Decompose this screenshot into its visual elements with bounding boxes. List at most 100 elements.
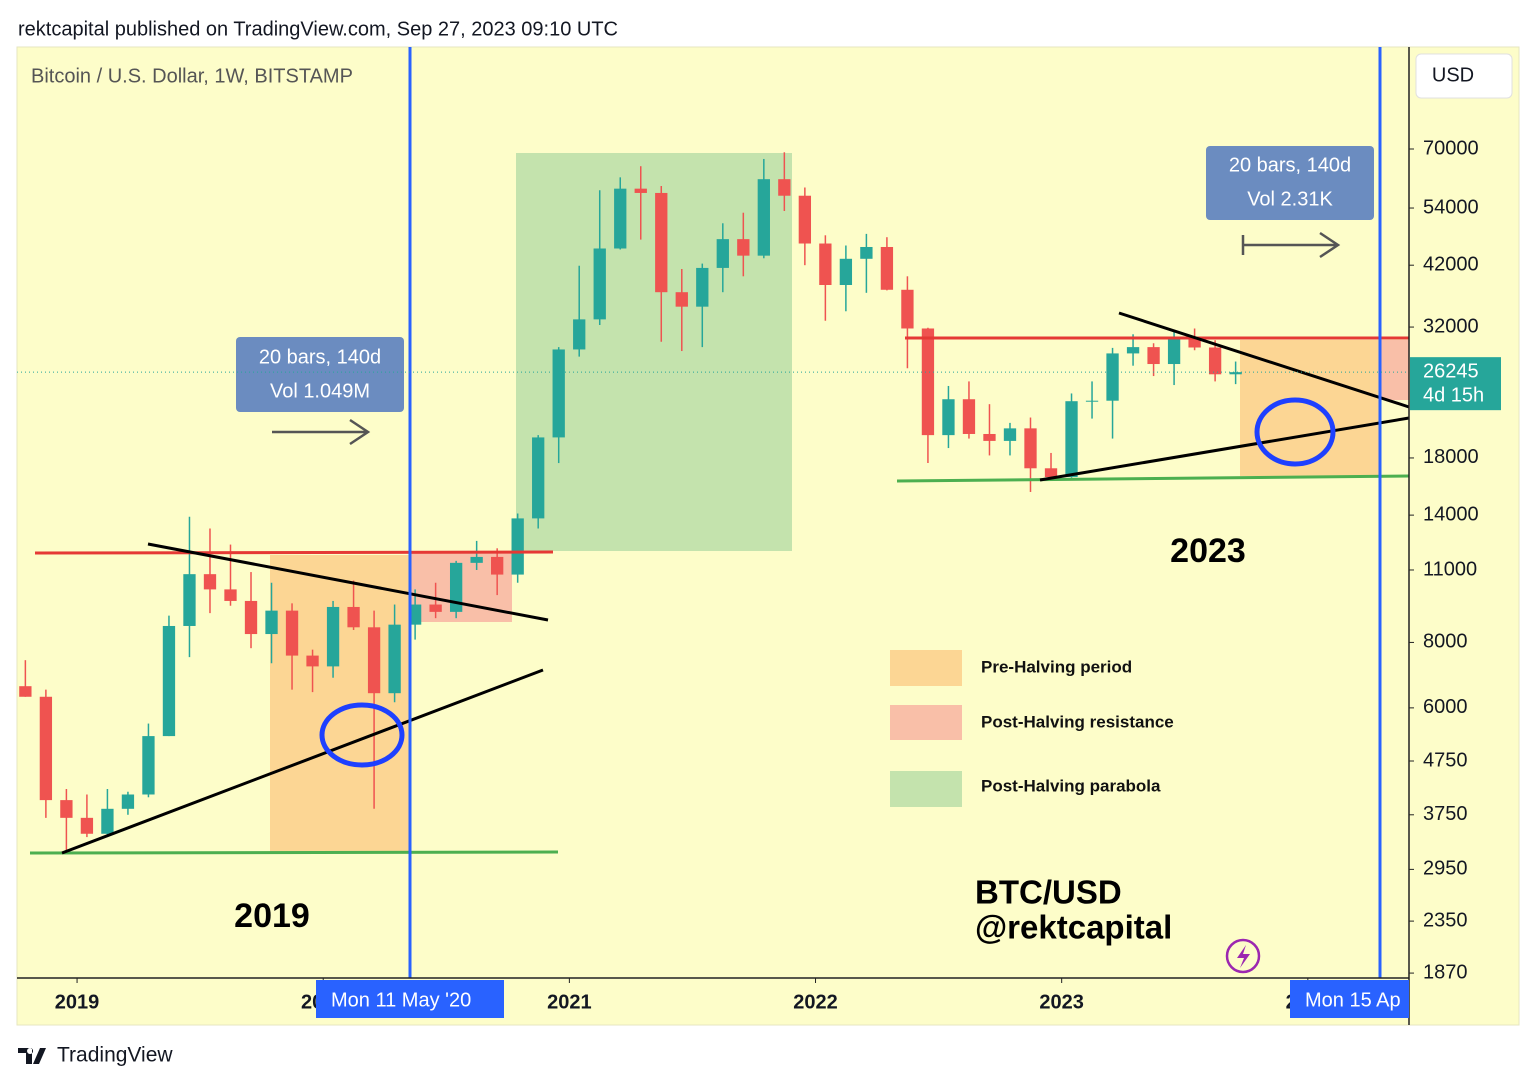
axes: 1870 2350 2950 3750 4750 6000 8000 11000 14000 18…	[17, 137, 1501, 1018]
arrow	[272, 418, 371, 446]
candle-body	[1208, 347, 1222, 375]
y-tick-label: 2950	[1423, 858, 1468, 880]
y-tick-label: 3750	[1423, 803, 1468, 825]
candle-body	[183, 574, 196, 626]
candle-body	[449, 562, 463, 612]
candle-body	[367, 627, 381, 694]
candle-body	[839, 258, 853, 285]
trend-line	[1118, 311, 1410, 409]
x-tick-label: 2021	[547, 991, 592, 1013]
y-tick-label: 14000	[1423, 503, 1479, 525]
candle-body	[60, 800, 73, 818]
candle-body	[1085, 400, 1099, 402]
measure-bars: 20 bars, 140d	[1229, 154, 1351, 176]
candle-body	[1065, 401, 1078, 478]
candle-body	[285, 610, 299, 656]
crosshair-badge	[316, 980, 504, 1018]
y-tick-label: 54000	[1423, 196, 1479, 218]
logo	[18, 1048, 46, 1064]
candle-body	[347, 606, 360, 628]
measure-box	[1206, 146, 1374, 220]
y-tick-label: 32000	[1423, 315, 1479, 337]
candle-body	[1024, 428, 1037, 469]
candle-body	[901, 289, 914, 329]
candle-body	[880, 246, 894, 290]
circle	[319, 702, 405, 768]
header: rektcapital published on TradingView.com…	[18, 18, 618, 40]
candle-body	[552, 349, 565, 438]
candle-body	[121, 794, 135, 809]
trend-line	[147, 542, 549, 622]
alert-icon[interactable]	[1225, 938, 1261, 974]
candle-body	[634, 188, 647, 193]
y-tick-label: 8000	[1423, 631, 1468, 653]
candle-body	[1147, 347, 1160, 365]
candle-body	[511, 518, 524, 575]
resistance-zone	[1380, 340, 1409, 400]
candle-body	[306, 655, 319, 667]
candle-body	[470, 556, 483, 563]
candle-body	[778, 179, 791, 196]
annotation: 2019	[234, 897, 310, 935]
candle-body	[962, 399, 976, 434]
trend-line	[61, 668, 544, 855]
x-tick-label: 2022	[793, 991, 838, 1013]
trend-line	[1039, 416, 1410, 482]
candle-body	[19, 686, 32, 697]
candle-body	[162, 625, 176, 737]
candle-body	[737, 239, 750, 256]
crosshair-badge	[1290, 980, 1409, 1018]
y-tick-label: 6000	[1423, 696, 1468, 718]
candle-body	[203, 574, 217, 590]
legend-swatch	[890, 705, 962, 740]
y-tick-label: 18000	[1423, 446, 1479, 468]
annotation: @rektcapital	[975, 909, 1172, 946]
candle-body	[408, 604, 422, 625]
candle-body	[614, 188, 627, 249]
candle-body	[921, 328, 935, 436]
candle-body	[532, 437, 545, 519]
candle-body	[983, 433, 996, 441]
circle	[1254, 397, 1336, 467]
crosshair-label: Mon 15 Ap	[1305, 989, 1401, 1011]
legend-label: Post-Halving parabola	[981, 776, 1161, 795]
candle-body	[696, 267, 709, 307]
currency[interactable]: USD	[1432, 64, 1474, 86]
candle-body	[675, 292, 688, 307]
overlays	[270, 153, 1409, 852]
candle-body	[491, 556, 504, 575]
footer: TradingView	[18, 1044, 173, 1067]
y-tick-label: 2350	[1423, 909, 1468, 931]
candle-body	[942, 399, 955, 436]
x-tick-label: 2019	[55, 991, 100, 1013]
drawings: 20 bars, 140d Vol 1.049M 20 bars, 140d V…	[29, 47, 1410, 978]
candle-body	[1106, 353, 1119, 401]
candle-body	[1003, 428, 1017, 441]
candle-body	[573, 319, 586, 350]
candle-body	[1126, 347, 1140, 354]
candle-body	[388, 624, 401, 694]
legend-swatch	[890, 771, 962, 807]
support-line	[896, 474, 1410, 483]
y-tick-label: 4750	[1423, 749, 1468, 771]
candle-body	[101, 808, 114, 834]
currency-button[interactable]	[1415, 53, 1513, 99]
candle-body	[1229, 372, 1242, 375]
support-line	[29, 850, 559, 855]
annotation: BTC/USD	[975, 874, 1122, 911]
candle-body	[757, 179, 770, 256]
y-tick-label: 1870	[1423, 961, 1468, 983]
candle-body	[142, 736, 155, 795]
arrow	[1241, 231, 1341, 259]
measure-vol: Vol 1.049M	[270, 380, 370, 402]
crosshair-label: Mon 11 May '20	[331, 989, 471, 1011]
candle-body	[326, 606, 340, 667]
legend-label: Pre-Halving period	[981, 657, 1132, 676]
candle-body	[244, 600, 258, 635]
last-price-badge	[1410, 357, 1501, 411]
candle-body	[716, 239, 729, 268]
measure-bars: 20 bars, 140d	[259, 346, 381, 368]
last-price: 26245	[1423, 360, 1479, 382]
